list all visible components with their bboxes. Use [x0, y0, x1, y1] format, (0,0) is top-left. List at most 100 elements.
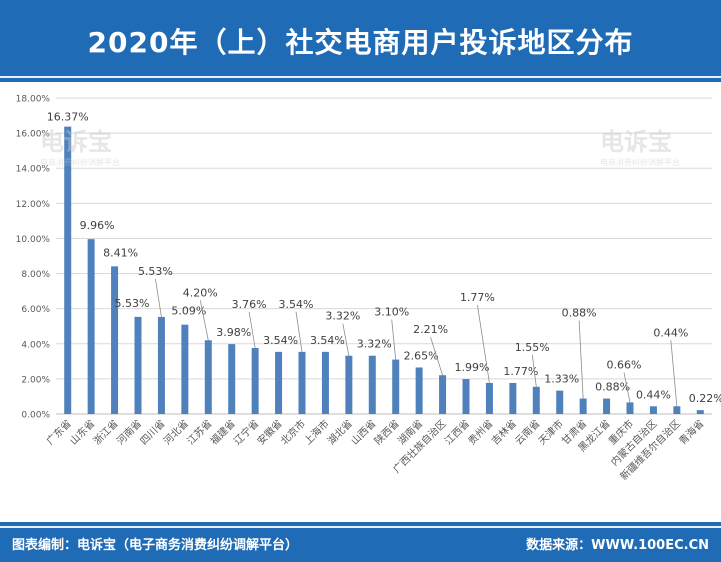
data-label: 0.22% — [689, 392, 721, 405]
data-label: 3.54% — [263, 334, 298, 347]
data-label: 0.44% — [653, 326, 688, 339]
x-tick-label: 浙江省 — [90, 417, 120, 447]
data-label: 1.99% — [455, 361, 490, 374]
x-tick-label: 贵州省 — [465, 417, 495, 447]
y-tick-label: 12.00% — [16, 200, 51, 210]
data-label: 3.54% — [279, 298, 314, 311]
x-tick-label: 广东省 — [43, 417, 73, 447]
data-label-leader — [578, 320, 584, 399]
data-label-leader — [531, 354, 537, 387]
x-tick-label: 上海市 — [301, 417, 331, 447]
bar — [649, 406, 657, 414]
data-label: 0.88% — [595, 381, 630, 394]
data-label-leader — [670, 340, 678, 407]
x-tick-label: 福建省 — [207, 417, 237, 447]
bar — [556, 390, 564, 414]
x-tick-label: 青海省 — [676, 417, 706, 447]
bar — [157, 316, 165, 414]
x-tick-label: 安徽省 — [254, 417, 284, 447]
data-label: 0.44% — [636, 388, 671, 401]
x-tick-label: 四川省 — [137, 417, 167, 447]
bar — [134, 316, 142, 414]
data-label-leader — [248, 311, 256, 349]
y-tick-label: 16.00% — [16, 130, 51, 140]
x-tick-label: 北京市 — [278, 417, 308, 447]
data-label-leader — [623, 372, 631, 403]
data-label: 3.98% — [216, 326, 251, 339]
bar-chart: 0.00% 2.00% 4.00% 6.00% 8.00% 10.00% 12.00% 14.… — [16, 95, 721, 483]
bar — [321, 351, 329, 414]
data-label-leader — [199, 300, 209, 341]
bar — [251, 347, 259, 414]
bar — [579, 398, 587, 414]
bar — [462, 379, 470, 414]
y-tick-label: 4.00% — [21, 340, 50, 350]
data-label-leader — [155, 278, 162, 317]
bar — [603, 398, 611, 414]
data-label: 0.88% — [562, 307, 597, 320]
data-label: 1.33% — [544, 373, 579, 386]
bar — [181, 324, 189, 414]
data-label: 1.77% — [460, 291, 495, 304]
x-tick-label: 河北省 — [161, 417, 191, 447]
bar — [345, 355, 353, 414]
bar — [228, 344, 236, 414]
data-label: 1.77% — [503, 365, 538, 378]
bar — [626, 402, 634, 414]
bar — [64, 126, 72, 415]
y-tick-label: 8.00% — [21, 270, 50, 280]
bar — [368, 355, 376, 414]
data-label: 8.41% — [103, 246, 138, 259]
footer-source: 数据来源：WWW.100EC.CN — [526, 538, 709, 553]
data-label: 1.55% — [515, 341, 550, 354]
x-tick-label: 山东省 — [67, 417, 97, 447]
x-tick-label: 江西省 — [442, 417, 472, 447]
data-label: 16.37% — [47, 111, 89, 124]
y-tick-label: 0.00% — [21, 411, 50, 421]
data-label: 2.65% — [404, 349, 439, 362]
x-tick-label: 山西省 — [348, 417, 378, 447]
footer-rule — [0, 526, 721, 528]
data-label: 3.10% — [374, 306, 409, 319]
data-label-leader — [391, 319, 397, 360]
x-tick-label: 湖北省 — [325, 417, 355, 447]
data-label-leader — [430, 337, 443, 376]
data-label: 3.32% — [357, 338, 392, 351]
x-tick-label: 云南省 — [512, 417, 542, 447]
data-label: 0.66% — [607, 358, 642, 371]
data-label: 5.53% — [138, 265, 173, 278]
y-tick-label: 14.00% — [16, 165, 51, 175]
bar — [392, 359, 400, 414]
bar — [509, 382, 517, 414]
y-tick-label: 6.00% — [21, 305, 50, 315]
data-label-leader — [295, 311, 303, 352]
x-tick-label: 河南省 — [114, 417, 144, 447]
bar — [415, 367, 423, 414]
bar — [696, 410, 704, 414]
data-label: 3.54% — [310, 334, 345, 347]
bar — [87, 239, 95, 414]
bar — [485, 382, 493, 414]
bar — [532, 386, 540, 414]
data-label: 5.53% — [115, 297, 150, 310]
chart-area: 0.00% 2.00% 4.00% 6.00% 8.00% 10.00% 12.00% 14.… — [0, 82, 721, 522]
y-tick-label: 18.00% — [16, 95, 51, 105]
x-tick-label: 天津市 — [535, 417, 565, 447]
data-label: 4.20% — [183, 286, 218, 299]
data-label: 3.76% — [232, 298, 267, 311]
x-tick-label: 吉林省 — [489, 417, 519, 447]
data-label: 2.21% — [413, 323, 448, 336]
bar — [673, 406, 681, 414]
data-label: 3.32% — [325, 310, 360, 323]
bar — [298, 351, 306, 414]
chart-title: 2020年（上）社交电商用户投诉地区分布 — [87, 26, 634, 59]
y-tick-label: 10.00% — [16, 235, 51, 245]
x-tick-label: 江苏省 — [184, 417, 214, 447]
data-label-leader — [477, 304, 490, 383]
bar — [204, 340, 212, 414]
footer-banner: 图表编制：电诉宝（电子商务消费纠纷调解平台） 数据来源：WWW.100EC.CN — [0, 522, 721, 562]
x-tick-label: 陕西省 — [371, 417, 401, 447]
bar — [111, 266, 119, 414]
y-tick-label: 2.00% — [21, 375, 50, 385]
